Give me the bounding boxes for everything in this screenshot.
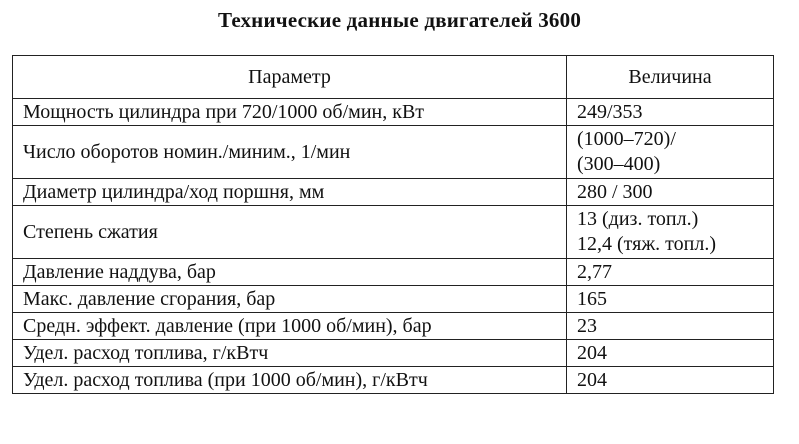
specs-table: Параметр Величина Мощность цилиндра при …	[12, 55, 774, 394]
value-line: (1000–720)/	[577, 128, 676, 150]
table-row: Удел. расход топлива, г/кВтч 204	[12, 339, 774, 367]
row-param: Степень сжатия	[12, 205, 567, 259]
value-line: 2,77	[577, 260, 612, 283]
row-param: Число оборотов номин./миним., 1/мин	[12, 125, 567, 179]
row-param: Макс. давление сгорания, бар	[12, 285, 567, 313]
row-param: Средн. эффект. давление (при 1000 об/мин…	[12, 312, 567, 340]
row-param: Давление наддува, бар	[12, 258, 567, 286]
row-value: 23	[566, 312, 774, 340]
table-row: Число оборотов номин./миним., 1/мин (100…	[12, 125, 774, 179]
value-line: 249/353	[577, 100, 643, 123]
value-line: 204	[577, 368, 607, 391]
value-line: (300–400)	[577, 153, 661, 175]
header-value: Величина	[566, 55, 774, 99]
row-param: Мощность цилиндра при 720/1000 об/мин, к…	[12, 98, 567, 126]
row-value: (1000–720)/ (300–400)	[566, 125, 774, 179]
value-line: 204	[577, 341, 607, 364]
row-value: 2,77	[566, 258, 774, 286]
row-param: Диаметр цилиндра/ход поршня, мм	[12, 178, 567, 206]
row-value: 204	[566, 339, 774, 367]
row-value: 280 / 300	[566, 178, 774, 206]
row-param: Удел. расход топлива (при 1000 об/мин), …	[12, 366, 567, 394]
row-value: 13 (диз. топл.) 12,4 (тяж. топл.)	[566, 205, 774, 259]
value-line: 13 (диз. топл.)	[577, 208, 699, 230]
row-value: 204	[566, 366, 774, 394]
table-header-row: Параметр Величина	[12, 55, 774, 99]
value-line: 165	[577, 287, 607, 310]
table-row: Удел. расход топлива (при 1000 об/мин), …	[12, 366, 774, 394]
row-param: Удел. расход топлива, г/кВтч	[12, 339, 567, 367]
table-row: Степень сжатия 13 (диз. топл.) 12,4 (тяж…	[12, 205, 774, 259]
row-value: 249/353	[566, 98, 774, 126]
header-parameter: Параметр	[12, 55, 567, 99]
table-row: Давление наддува, бар 2,77	[12, 258, 774, 286]
table-row: Макс. давление сгорания, бар 165	[12, 285, 774, 313]
table-title: Технические данные двигателей 3600	[217, 8, 582, 32]
row-value: 165	[566, 285, 774, 313]
table-row: Диаметр цилиндра/ход поршня, мм 280 / 30…	[12, 178, 774, 206]
value-line: 23	[577, 314, 597, 337]
table-row: Мощность цилиндра при 720/1000 об/мин, к…	[12, 98, 774, 126]
value-line: 12,4 (тяж. топл.)	[577, 233, 716, 255]
table-row: Средн. эффект. давление (при 1000 об/мин…	[12, 312, 774, 340]
value-line: 280 / 300	[577, 180, 653, 203]
